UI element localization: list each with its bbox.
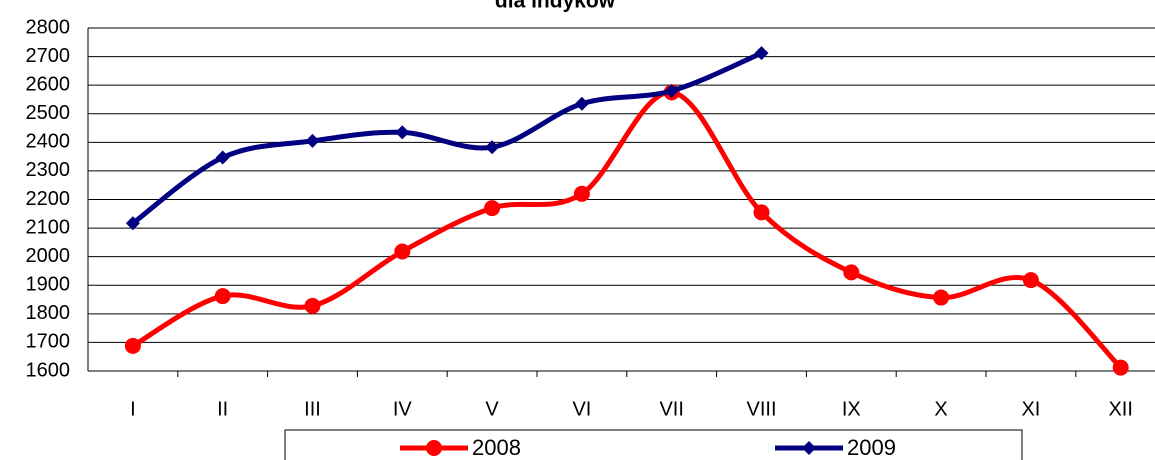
x-tick-label: V — [485, 398, 499, 420]
marker — [124, 337, 141, 354]
marker — [305, 133, 320, 148]
x-tick-label: IX — [842, 398, 861, 420]
y-tick-label: 2000 — [26, 245, 71, 267]
legend-label: 2009 — [847, 435, 896, 460]
marker — [484, 200, 501, 217]
y-tick-label: 2300 — [26, 159, 71, 181]
marker — [125, 216, 140, 231]
x-tick-label: X — [934, 398, 947, 420]
y-tick-label: 2700 — [26, 45, 71, 67]
marker — [1112, 359, 1129, 376]
series-line — [131, 89, 1123, 370]
marker — [664, 83, 679, 98]
x-tick-label: IV — [393, 398, 413, 420]
marker — [574, 96, 589, 111]
marker — [843, 264, 860, 281]
marker — [215, 150, 230, 165]
marker — [214, 288, 231, 305]
legend-label: 2008 — [472, 435, 521, 460]
legend-box — [284, 429, 1023, 460]
marker — [1022, 272, 1039, 289]
chart-title: dla indyków — [495, 0, 616, 13]
x-tick-label: XII — [1108, 398, 1132, 420]
x-tick-label: VI — [572, 398, 591, 420]
x-tick-label: III — [304, 398, 321, 420]
marker — [394, 243, 411, 260]
x-tick-label: I — [130, 398, 136, 420]
y-tick-label: 2400 — [26, 131, 71, 153]
marker — [754, 46, 769, 61]
y-tick-label: 2200 — [26, 188, 71, 210]
marker — [573, 185, 590, 202]
marker — [933, 289, 950, 306]
x-tick-label: II — [217, 398, 228, 420]
marker — [753, 204, 770, 221]
marker — [395, 125, 410, 140]
y-tick-label: 2100 — [26, 216, 71, 238]
y-tick-label: 1600 — [26, 359, 71, 381]
series-line — [131, 50, 763, 226]
y-tick-label: 2600 — [26, 73, 71, 95]
x-tick-label: VII — [659, 398, 683, 420]
y-tick-label: 1900 — [26, 274, 71, 296]
y-tick-label: 1700 — [26, 331, 71, 353]
marker — [426, 440, 442, 456]
marker — [802, 441, 816, 455]
marker — [304, 297, 321, 314]
x-tick-label: VIII — [746, 398, 776, 420]
y-tick-label: 2500 — [26, 102, 71, 124]
marker — [485, 140, 500, 155]
y-tick-label: 1800 — [26, 302, 71, 324]
y-tick-label: 2800 — [26, 16, 71, 38]
x-tick-label: XI — [1021, 398, 1040, 420]
